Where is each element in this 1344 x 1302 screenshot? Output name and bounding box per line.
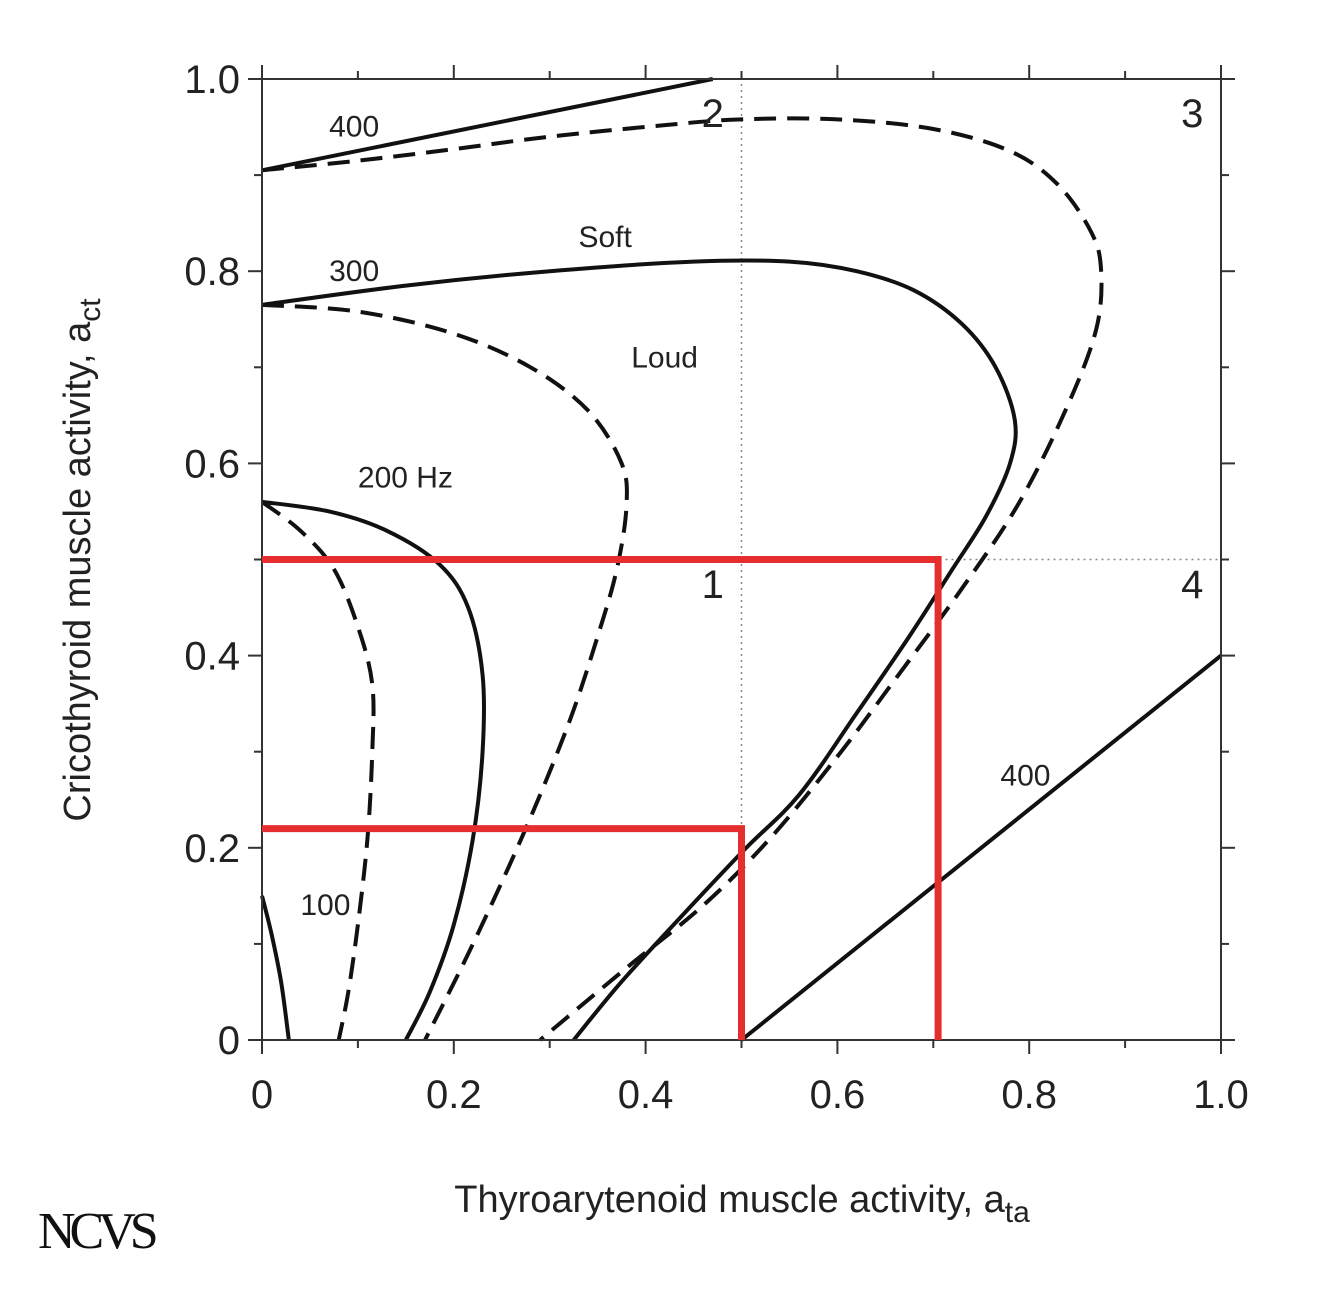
x-tick-label: 0 bbox=[251, 1073, 273, 1117]
curve-label: Loud bbox=[631, 341, 698, 374]
y-tick-label: 0.2 bbox=[184, 827, 240, 871]
curve-label: 100 bbox=[300, 889, 350, 922]
ticks: 0 0.2 0.4 0.6 0.8 1.0 0 0.2 0.4 0.6 0.8 1.0 bbox=[184, 58, 1248, 1117]
y-tick-label: 0.8 bbox=[184, 250, 240, 294]
series-line-5-solid bbox=[261, 499, 487, 1041]
curve-label: 400 bbox=[1000, 759, 1050, 792]
series-line-4-dashed bbox=[261, 302, 629, 1041]
x-tick-label: 1.0 bbox=[1193, 1073, 1249, 1117]
x-tick-label: 0.6 bbox=[810, 1073, 866, 1117]
ncvs-logo: NCVS bbox=[38, 1203, 156, 1260]
highlight-lines bbox=[262, 556, 942, 1040]
y-tick-label: 0.4 bbox=[184, 635, 240, 679]
curve-group bbox=[260, 77, 1223, 1042]
series-line-3-solid bbox=[261, 258, 1018, 1042]
series-line-7-solid bbox=[260, 895, 291, 1041]
region-label-1: 1 bbox=[702, 563, 724, 607]
x-tick-label: 0.2 bbox=[426, 1073, 482, 1117]
series-line-6-dashed bbox=[260, 500, 376, 1041]
region-label-2: 2 bbox=[702, 92, 724, 136]
region-label-4: 4 bbox=[1181, 563, 1203, 607]
curve-label: 400 bbox=[329, 111, 379, 144]
region-label-3: 3 bbox=[1181, 92, 1203, 136]
y-tick-label: 1.0 bbox=[184, 58, 240, 102]
series-line-8-solid bbox=[740, 654, 1223, 1042]
x-tick-label: 0.8 bbox=[1001, 1073, 1057, 1117]
x-tick-label: 0.4 bbox=[618, 1073, 674, 1117]
curve-label: 300 bbox=[329, 255, 379, 288]
series-line-2-dashed bbox=[261, 116, 1104, 1042]
y-tick-label: 0.6 bbox=[184, 442, 240, 486]
y-axis-title: Cricothyroid muscle activity, act bbox=[57, 298, 107, 822]
annotations: 400 300 Soft Loud 200 Hz 100 400 1 2 3 4 bbox=[300, 92, 1203, 922]
curve-label: 200 Hz bbox=[358, 461, 453, 494]
x-axis-title: Thyroarytenoid muscle activity, ata bbox=[454, 1179, 1030, 1229]
highlight-line-2 bbox=[262, 556, 942, 1040]
curve-label: Soft bbox=[578, 221, 632, 254]
series-line-1-solid bbox=[261, 77, 714, 173]
highlight-line-1 bbox=[262, 825, 745, 1040]
y-tick-label: 0 bbox=[218, 1019, 240, 1063]
